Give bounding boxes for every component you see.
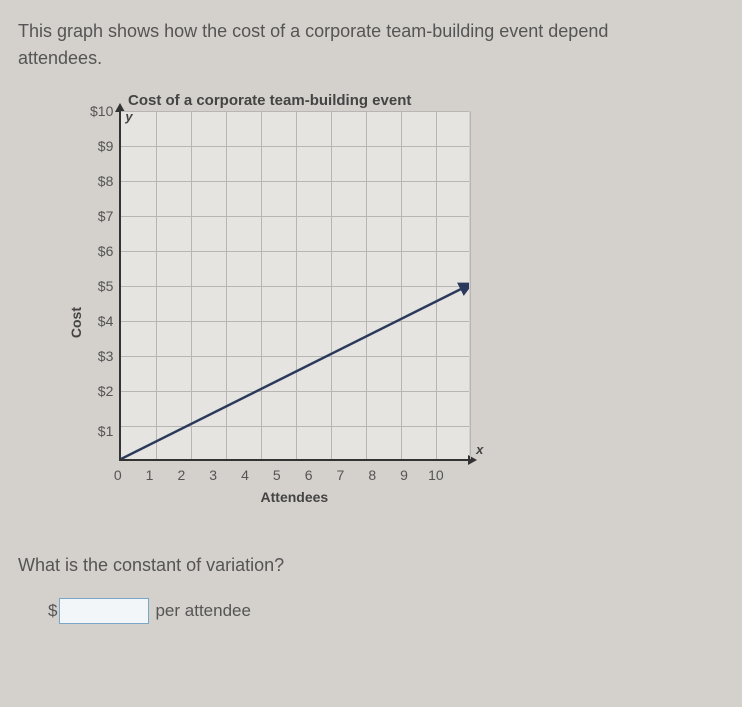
y-tick: $8 — [90, 174, 113, 209]
x-tick: 8 — [356, 467, 388, 483]
chart-title: Cost of a corporate team-building event — [128, 92, 742, 109]
x-axis-label: Attendees — [119, 489, 469, 505]
y-tick: $1 — [90, 424, 113, 459]
x-tick: 10 — [420, 467, 452, 483]
data-line — [121, 111, 469, 459]
y-ticks: $10 $9 $8 $7 $6 $5 $4 $3 $2 $1 — [90, 111, 113, 461]
chart-container: Cost of a corporate team-building event … — [68, 92, 742, 505]
x-tick: 1 — [134, 467, 166, 483]
answer-row: $ per attendee — [48, 598, 742, 624]
answer-input[interactable] — [59, 598, 149, 624]
y-tick: $5 — [90, 279, 113, 314]
question-line1: This graph shows how the cost of a corpo… — [18, 21, 608, 41]
question-text: This graph shows how the cost of a corpo… — [18, 18, 742, 72]
y-tick: $3 — [90, 349, 113, 384]
y-tick: $9 — [90, 139, 113, 174]
x-tick: 3 — [197, 467, 229, 483]
x-tick: 0 — [102, 467, 134, 483]
y-tick: $2 — [90, 384, 113, 419]
y-tick: $4 — [90, 314, 113, 349]
answer-suffix: per attendee — [155, 601, 250, 621]
x-tick: 7 — [325, 467, 357, 483]
x-tick: 6 — [293, 467, 325, 483]
x-ticks: 0 1 2 3 4 5 6 7 8 9 10 — [119, 467, 469, 483]
y-tick: $10 — [90, 104, 113, 139]
sub-question: What is the constant of variation? — [18, 555, 742, 576]
y-axis-label: Cost — [68, 277, 84, 338]
question-line2: attendees. — [18, 48, 102, 68]
y-tick: $6 — [90, 244, 113, 279]
answer-prefix: $ — [48, 601, 57, 621]
x-var-label: x — [476, 442, 483, 457]
chart-plot: y x — [119, 111, 469, 461]
x-tick: 5 — [261, 467, 293, 483]
x-tick: 4 — [229, 467, 261, 483]
x-tick: 9 — [388, 467, 420, 483]
x-tick: 2 — [165, 467, 197, 483]
y-tick: $7 — [90, 209, 113, 244]
